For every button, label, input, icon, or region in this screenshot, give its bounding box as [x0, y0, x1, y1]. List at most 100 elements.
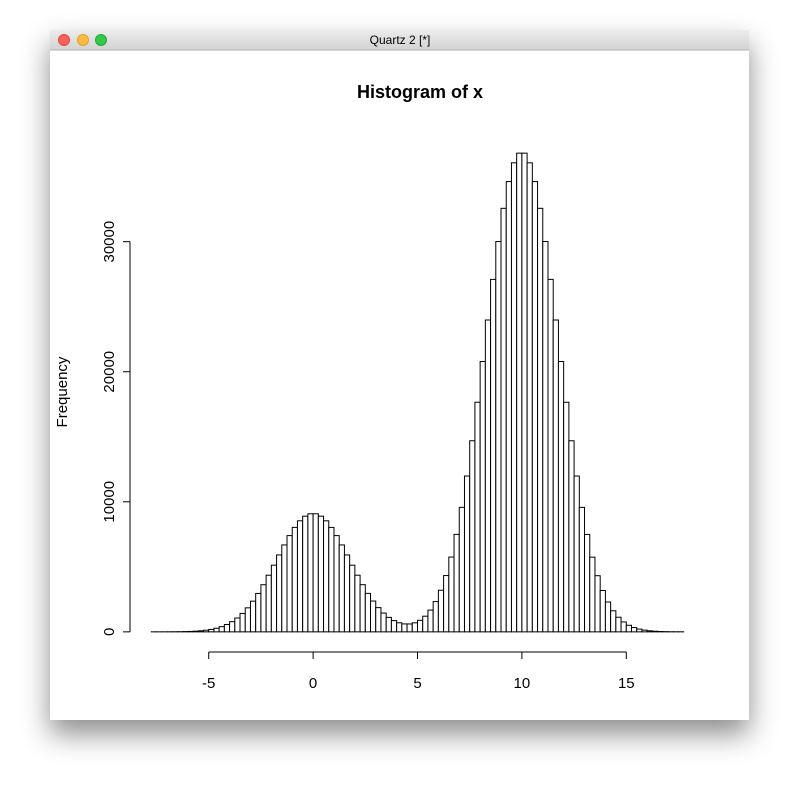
x-tick-label: 0 [309, 675, 317, 692]
x-tick-label: 15 [618, 675, 635, 692]
window: Quartz 2 [*] [50, 30, 749, 720]
bar [312, 513, 319, 633]
bar [260, 584, 267, 633]
bar [354, 574, 361, 633]
bar [359, 584, 366, 633]
bar [537, 207, 544, 633]
bar [437, 589, 445, 633]
bar [589, 556, 596, 633]
bar [286, 535, 293, 633]
bar [599, 589, 606, 633]
bar [328, 526, 335, 633]
minimize-button[interactable] [77, 34, 89, 46]
window-frame [50, 30, 749, 720]
bar [469, 440, 476, 633]
title-bar [50, 30, 749, 50]
bar [281, 544, 288, 633]
bar [302, 515, 309, 633]
bar [338, 544, 345, 633]
bar [218, 626, 225, 633]
bar [317, 515, 325, 633]
bar [443, 575, 450, 633]
x-tick-label: -5 [202, 675, 215, 692]
bar [516, 152, 523, 633]
bar [636, 628, 643, 633]
bar [427, 609, 434, 633]
bar [521, 152, 528, 633]
bar [229, 621, 236, 633]
bar [270, 564, 278, 633]
y-tick-label: 10000 [101, 481, 118, 523]
x-tick-label: 5 [413, 675, 421, 692]
bar [390, 620, 398, 633]
bar [568, 440, 575, 633]
bar [604, 601, 612, 633]
bar [552, 319, 559, 633]
bar [265, 574, 272, 633]
bar [417, 619, 424, 633]
bar [557, 361, 565, 633]
bar [276, 554, 283, 633]
bar [213, 627, 220, 633]
bar [401, 623, 408, 633]
bar [651, 630, 659, 633]
y-tick-label: 20000 [101, 351, 118, 393]
bar [573, 475, 580, 633]
y-tick-label: 30000 [101, 221, 118, 263]
bar [474, 401, 481, 633]
bar [432, 601, 439, 633]
bar [234, 617, 241, 633]
bar [239, 612, 246, 633]
bar [547, 278, 554, 633]
bar [192, 630, 199, 633]
bar [197, 630, 204, 633]
bar [411, 622, 419, 633]
bar [526, 162, 533, 633]
bar [349, 564, 356, 633]
bar [625, 624, 633, 633]
close-button[interactable] [58, 34, 70, 46]
bar [208, 628, 215, 633]
bar [453, 533, 460, 633]
bar [500, 207, 507, 633]
y-axis-label: Frequency [54, 356, 71, 427]
bar [615, 616, 622, 633]
bar [620, 621, 627, 633]
bar [578, 506, 586, 633]
bar [375, 607, 382, 633]
bar [479, 361, 486, 633]
plot: Histogram of x x Frequency -5 0 5 10 15 0 1000… [54, 82, 685, 738]
bar [463, 475, 471, 633]
bar [406, 623, 413, 633]
bar [396, 622, 403, 633]
bar [249, 600, 257, 633]
bar [641, 629, 648, 633]
bar [343, 554, 351, 633]
window-title: Quartz 2 [*] [370, 33, 431, 47]
bar [531, 181, 539, 633]
zoom-button[interactable] [95, 34, 107, 46]
bar [380, 612, 387, 633]
bar [646, 630, 653, 633]
x-axis-label: x [414, 721, 422, 738]
bar [610, 610, 617, 633]
bar [542, 241, 549, 633]
bar [584, 533, 591, 633]
bar [484, 319, 492, 633]
bar [510, 162, 518, 633]
bar [223, 623, 231, 633]
bar [448, 556, 455, 633]
y-tick-label: 0 [101, 628, 118, 636]
bar [364, 592, 372, 633]
x-tick-label: 10 [514, 675, 531, 692]
bar [291, 526, 298, 633]
bar [495, 241, 502, 633]
bar [490, 278, 497, 633]
bar [202, 629, 210, 633]
bar [323, 520, 330, 633]
bar [307, 513, 314, 633]
bar [631, 627, 638, 633]
chart-title: Histogram of x [357, 82, 483, 102]
